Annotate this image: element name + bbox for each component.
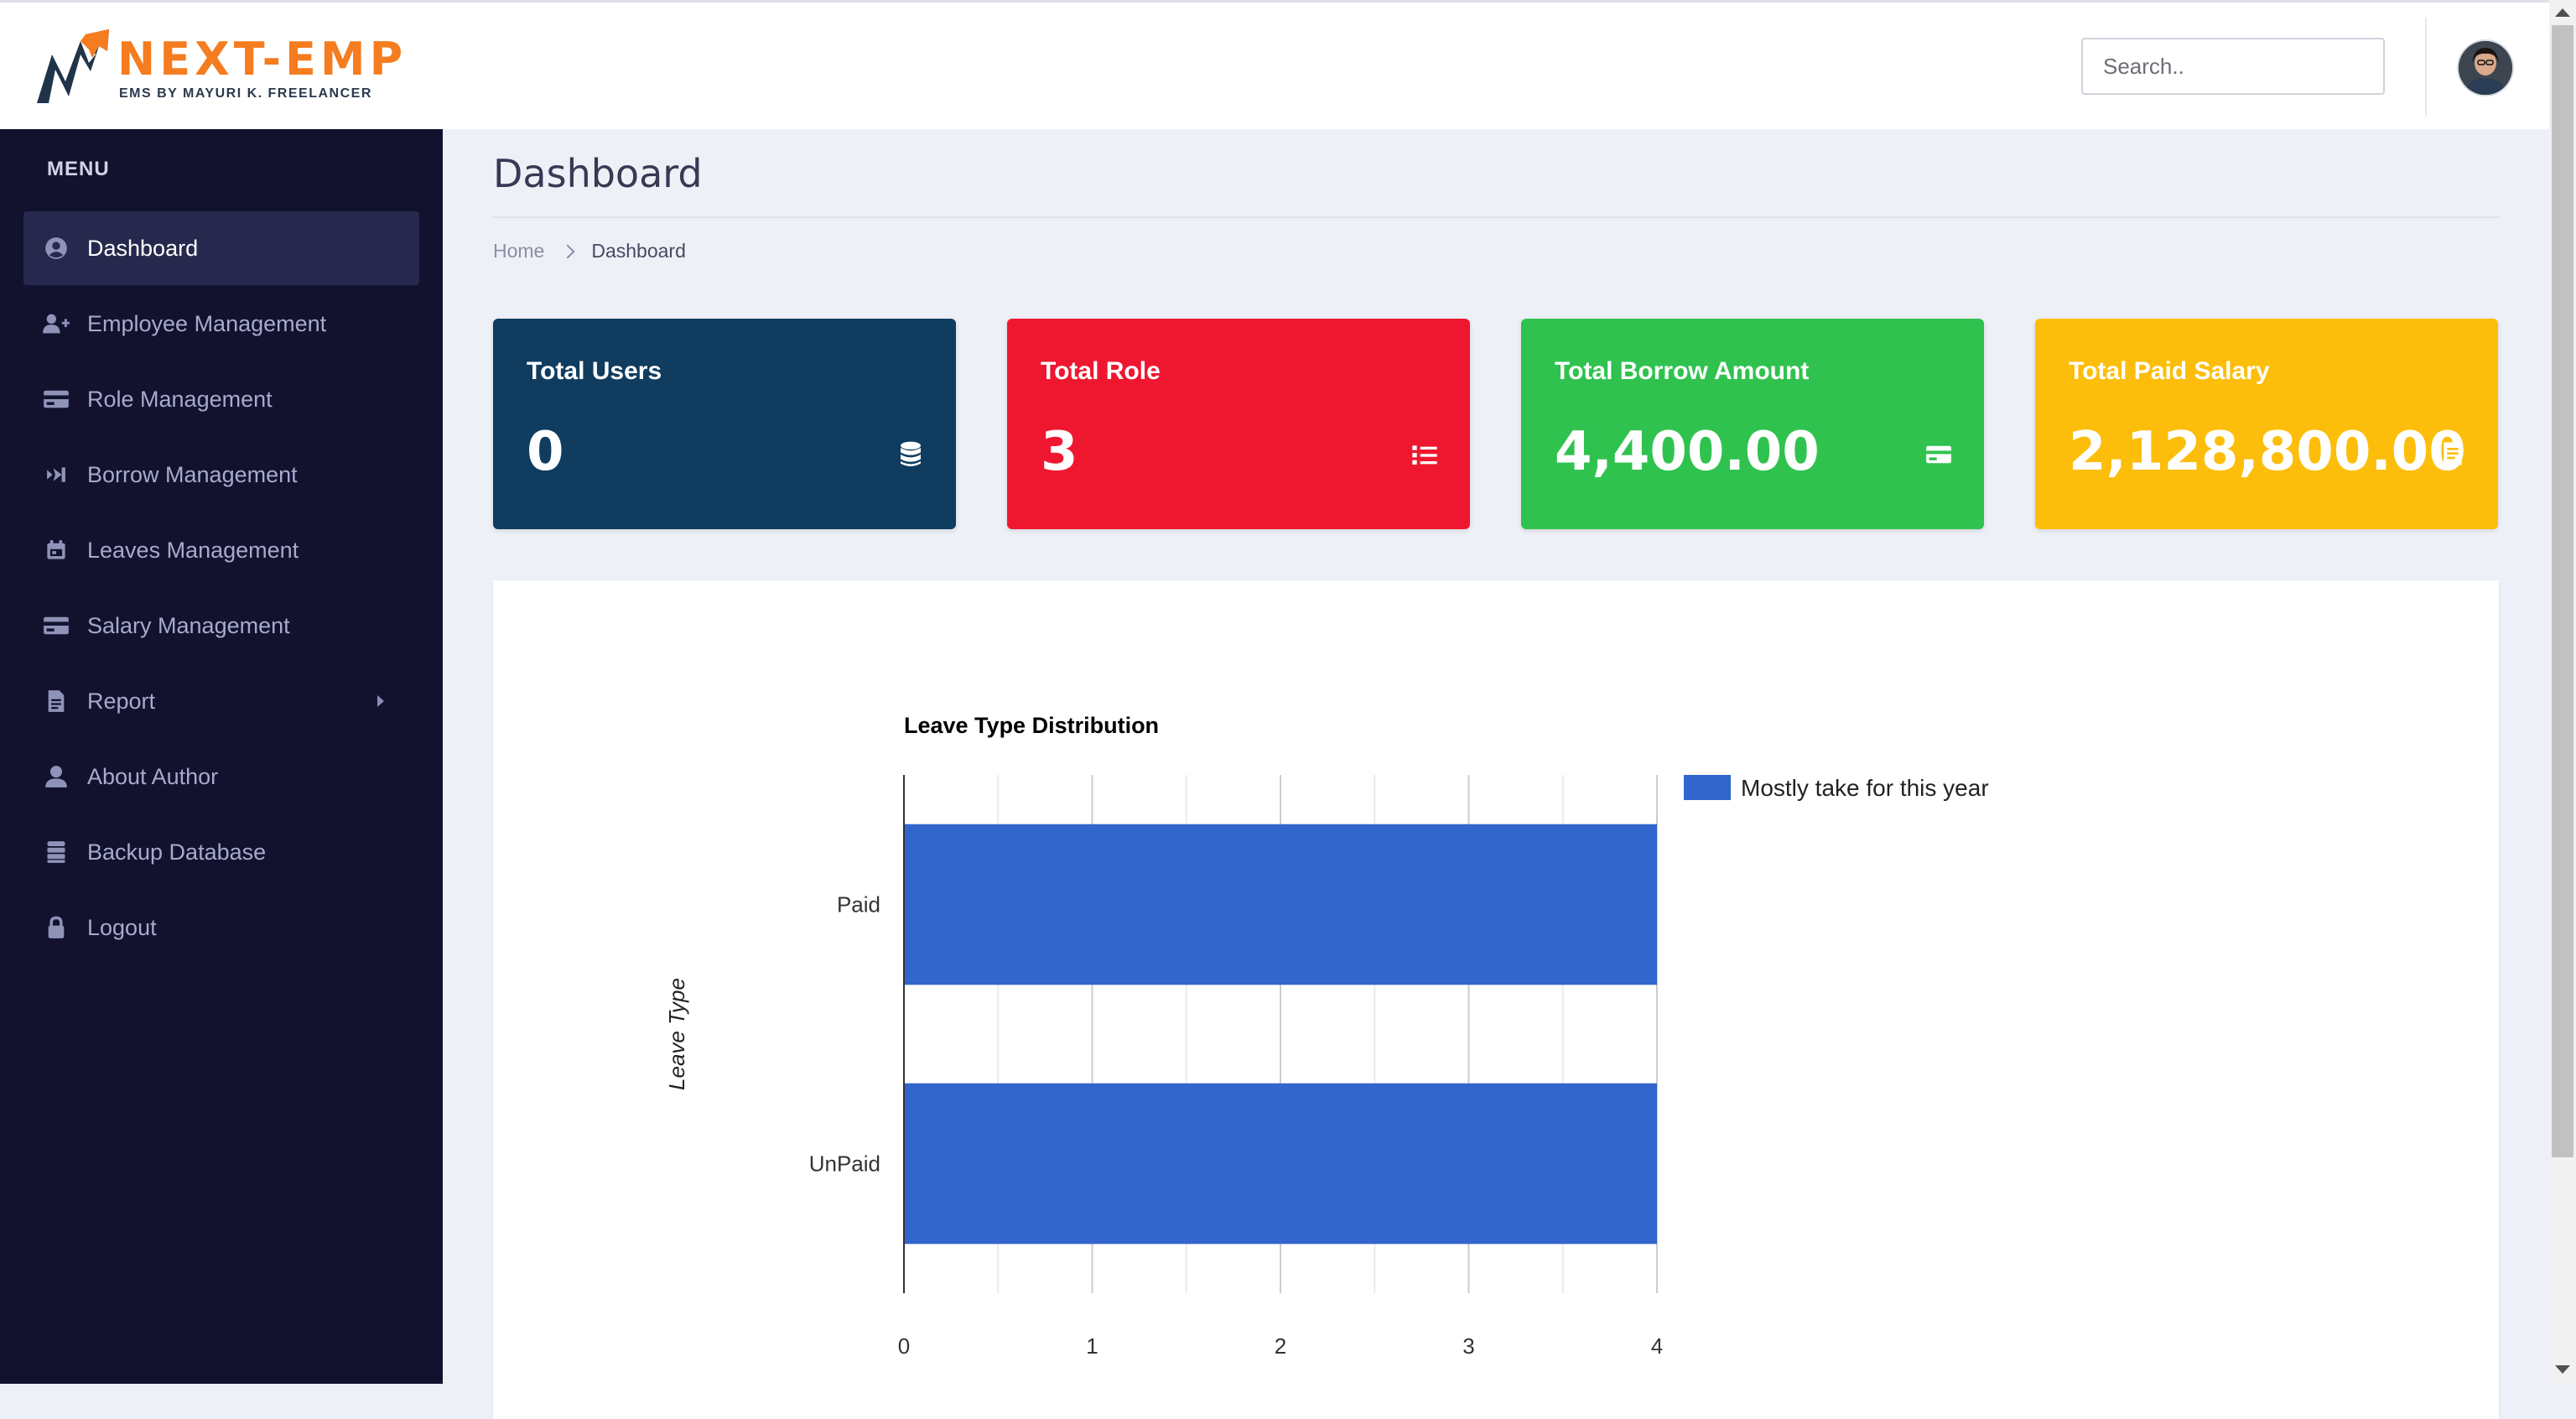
sidebar-item-role-management[interactable]: Role Management — [23, 362, 419, 436]
user-avatar-icon — [2459, 41, 2512, 95]
user-icon — [42, 762, 70, 791]
sidebar-item-backup-database[interactable]: Backup Database — [23, 815, 419, 889]
sidebar-item-label: Borrow Management — [87, 461, 298, 487]
chart-title: Leave Type Distribution — [904, 713, 1159, 738]
y-axis-label: Leave Type — [664, 978, 689, 1090]
bar-paid — [904, 824, 1657, 985]
breadcrumb-home[interactable]: Home — [493, 240, 545, 262]
legend-swatch — [1684, 775, 1731, 800]
sidebar-item-label: Dashboard — [87, 235, 199, 261]
sidebar-item-leaves-management[interactable]: Leaves Management — [23, 513, 419, 587]
sidebar-nav: Dashboard Employee Management Role Manag… — [23, 211, 419, 966]
brand-tagline: EMS BY MAYURI K. FREELANCER — [119, 86, 372, 101]
sidebar-item-label: Logout — [87, 914, 157, 940]
y-tick-label: UnPaid — [809, 1151, 880, 1177]
legend-label: Mostly take for this year — [1741, 775, 1989, 801]
sidebar-item-label: Backup Database — [87, 839, 267, 865]
bar-unpaid — [904, 1083, 1657, 1245]
x-tick-label: 4 — [1651, 1333, 1663, 1359]
breadcrumb-current: Dashboard — [591, 240, 686, 262]
stat-card-label: Total Borrow Amount — [1555, 357, 1810, 385]
sidebar-item-employee-management[interactable]: Employee Management — [23, 287, 419, 361]
database-icon — [42, 838, 70, 866]
x-tick-label: 2 — [1275, 1333, 1286, 1359]
receipt-icon — [2444, 442, 2462, 466]
sidebar-item-label: About Author — [87, 763, 219, 789]
stat-card-value: 0 — [527, 421, 564, 483]
avatar[interactable] — [2459, 41, 2512, 95]
sidebar-item-about-author[interactable]: About Author — [23, 740, 419, 813]
calendar-icon — [42, 536, 70, 564]
app-logo[interactable]: NEXT-EMP EMS BY MAYURI K. FREELANCER — [37, 28, 406, 112]
logo-mark-icon — [37, 29, 109, 103]
credit-card-icon — [42, 385, 70, 413]
stat-card-value: 4,400.00 — [1555, 421, 1820, 483]
menu-title: MENU — [47, 158, 110, 180]
stat-card-value: 2,128,800.00 — [2069, 421, 2466, 483]
top-header: NEXT-EMP EMS BY MAYURI K. FREELANCER — [0, 0, 2549, 129]
sidebar-item-logout[interactable]: Logout — [23, 891, 419, 964]
credit-card-icon — [42, 611, 70, 640]
file-icon — [42, 687, 70, 715]
sidebar: MENU Dashboard Employee Management Role … — [0, 129, 443, 1384]
stat-card-label: Total Role — [1041, 357, 1161, 385]
sidebar-item-dashboard[interactable]: Dashboard — [23, 211, 419, 285]
sidebar-item-label: Salary Management — [87, 612, 290, 638]
stat-card-label: Total Paid Salary — [2069, 357, 2270, 385]
scroll-up-icon[interactable] — [2555, 8, 2570, 17]
sidebar-item-borrow-management[interactable]: Borrow Management — [23, 438, 419, 512]
lock-icon — [42, 913, 70, 942]
sidebar-item-label: Employee Management — [87, 310, 327, 336]
sidebar-item-label: Leaves Management — [87, 537, 299, 563]
stat-card-label: Total Users — [527, 357, 662, 385]
x-tick-label: 1 — [1086, 1333, 1098, 1359]
stat-card-total-role[interactable]: Total Role 3 — [1007, 319, 1470, 529]
search-input[interactable] — [2081, 38, 2385, 95]
sidebar-item-report[interactable]: Report — [23, 664, 419, 738]
scroll-down-icon[interactable] — [2555, 1365, 2570, 1374]
sidebar-item-label: Role Management — [87, 386, 273, 412]
breadcrumb: Home Dashboard — [493, 240, 686, 262]
brand-name: NEXT-EMP — [117, 33, 408, 86]
scrollbar-thumb[interactable] — [2552, 25, 2573, 1157]
chevron-right-icon — [377, 695, 384, 707]
sidebar-item-salary-management[interactable]: Salary Management — [23, 589, 419, 663]
chart-panel: Leave Type Distribution Paid UnPaid 0 1 2 3 4 Le… — [493, 580, 2499, 1419]
stat-card-total-paid-salary[interactable]: Total Paid Salary 2,128,800.00 — [2035, 319, 2498, 529]
user-circle-icon — [42, 234, 70, 262]
x-tick-label: 0 — [898, 1333, 910, 1359]
x-tick-label: 3 — [1462, 1333, 1474, 1359]
stat-card-total-borrow-amount[interactable]: Total Borrow Amount 4,400.00 — [1521, 319, 1984, 529]
page-title: Dashboard — [493, 151, 703, 196]
list-icon — [1412, 445, 1437, 465]
database-icon — [901, 441, 921, 466]
header-divider — [2425, 18, 2427, 117]
leave-type-chart: Leave Type Distribution Paid UnPaid 0 1 2 3 4 Le… — [664, 713, 1989, 1359]
stat-card-total-users[interactable]: Total Users 0 — [493, 319, 956, 529]
stat-card-value: 3 — [1041, 421, 1078, 483]
hand-money-icon — [42, 460, 70, 489]
chevron-right-icon — [560, 244, 575, 258]
sidebar-item-label: Report — [87, 688, 156, 714]
title-divider — [493, 216, 2499, 218]
y-tick-label: Paid — [837, 892, 880, 917]
credit-card-icon — [1926, 445, 1951, 464]
user-plus-icon — [42, 309, 70, 338]
